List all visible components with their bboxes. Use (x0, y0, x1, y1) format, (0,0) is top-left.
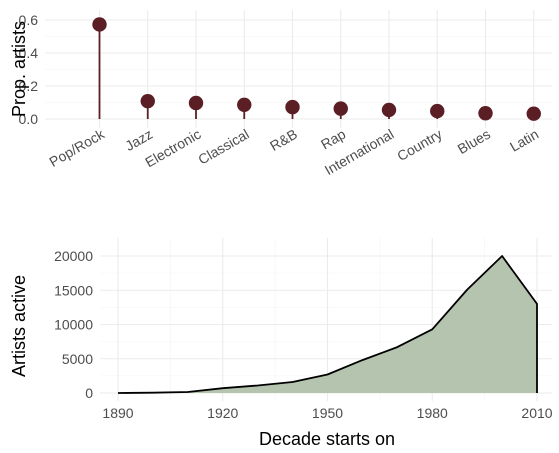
lollipop-point-latin (527, 107, 541, 121)
area-y-tick-labels: 0 5000 10000 15000 20000 (54, 248, 93, 401)
area-chart: 0 5000 10000 15000 20000 1890 1920 1950 1980 201… (9, 238, 553, 449)
x-tick-label-country: Country (394, 126, 444, 164)
lollipop-y-axis-title: Prop. artists (9, 21, 29, 117)
x-tick-label-r-b: R&B (267, 126, 300, 154)
y-tick-label: 5000 (62, 351, 93, 367)
x-tick-label: 1920 (207, 405, 238, 421)
x-tick-label: 1980 (417, 405, 448, 421)
lollipop-point-country (430, 104, 444, 118)
lollipop-point-electronic (189, 96, 203, 110)
lollipop-point-pop-rock (92, 17, 106, 31)
lollipop-point-blues (478, 106, 492, 120)
x-tick-label-blues: Blues (455, 126, 493, 157)
x-tick-label-jazz: Jazz (122, 126, 155, 154)
y-tick-label: 20000 (54, 248, 93, 264)
x-tick-label: 1950 (312, 405, 343, 421)
lollipop-chart: 0.00.20.40.6 Pop/Rock JazzElectronicClass… (9, 10, 552, 178)
x-tick-label-electronic: Electronic (142, 126, 203, 171)
area-x-axis-title: Decade starts on (259, 429, 395, 449)
x-tick-label: 1890 (102, 405, 133, 421)
x-tick-label: 2010 (521, 405, 552, 421)
x-tick-label-pop-rock: Pop/Rock (46, 125, 107, 170)
lollipop-point-classical (237, 98, 251, 112)
x-tick-label-classical: Classical (195, 126, 252, 168)
lollipop-point-rap (334, 101, 348, 115)
y-tick-label: 0 (85, 385, 93, 401)
area-x-tick-labels: 1890 1920 1950 1980 2010 (102, 405, 552, 421)
area-y-axis-title: Artists active (9, 275, 29, 377)
y-tick-label: 15000 (54, 282, 93, 298)
lollipop-marks (92, 17, 541, 121)
x-tick-label-rap: Rap (318, 126, 348, 153)
lollipop-point-jazz (141, 94, 155, 108)
lollipop-point-international (382, 103, 396, 117)
y-tick-label: 10000 (54, 317, 93, 333)
lollipop-point-r-b (285, 100, 299, 114)
x-tick-label-latin: Latin (507, 126, 541, 155)
